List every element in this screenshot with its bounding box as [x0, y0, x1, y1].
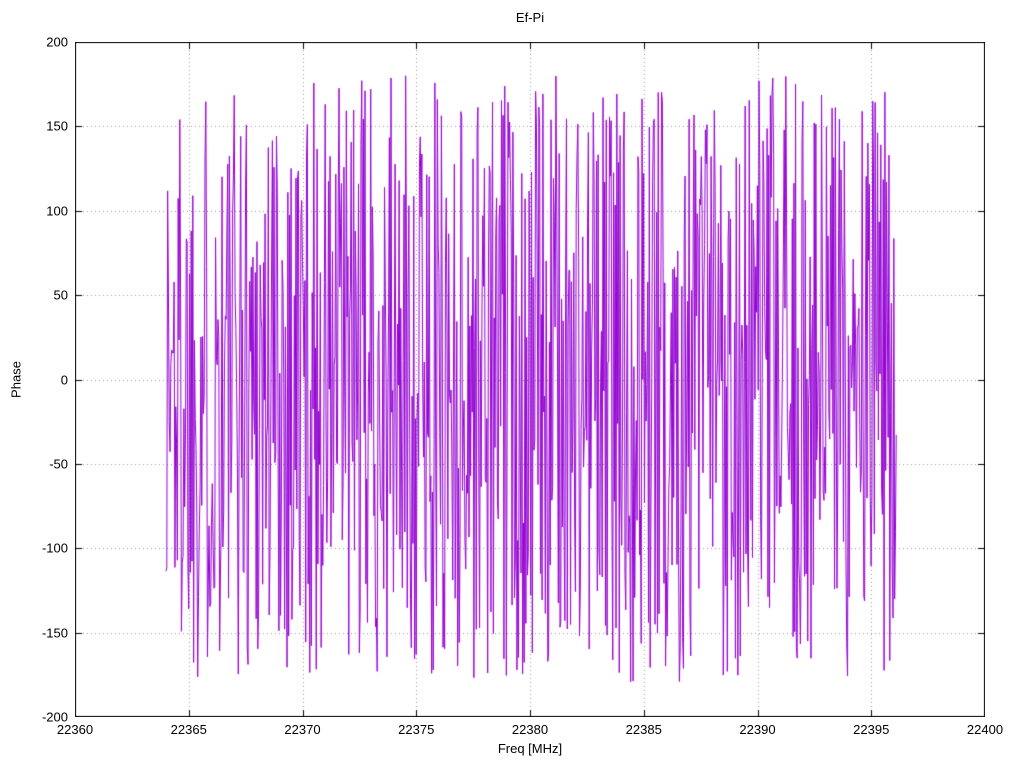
chart-title: Ef-Pi — [515, 10, 545, 25]
x-tick-label: 22400 — [966, 722, 1004, 737]
y-tick-label: 50 — [53, 287, 68, 303]
y-tick-label: 200 — [46, 34, 68, 50]
y-tick-label: 150 — [46, 118, 68, 134]
y-tick-label: -150 — [41, 625, 68, 641]
y-tick-label: 100 — [46, 203, 68, 219]
plot-canvas — [75, 42, 985, 717]
x-tick-label: 22390 — [739, 722, 776, 737]
y-tick-label: 0 — [60, 372, 68, 387]
y-tick-label: -100 — [41, 540, 68, 556]
x-tick-label: 22360 — [56, 722, 94, 737]
x-tick-label: 22365 — [170, 722, 207, 737]
y-axis-label: Phase — [8, 361, 24, 398]
x-tick-label: 22380 — [511, 722, 549, 737]
x-tick-label: 22395 — [853, 722, 890, 737]
x-tick-label: 22370 — [284, 722, 321, 737]
y-tick-label: -200 — [41, 709, 68, 725]
x-tick-label: 22385 — [625, 722, 662, 737]
x-axis-label: Freq [MHz] — [497, 741, 563, 756]
y-tick-label: -50 — [49, 456, 68, 472]
x-tick-label: 22375 — [398, 722, 435, 737]
